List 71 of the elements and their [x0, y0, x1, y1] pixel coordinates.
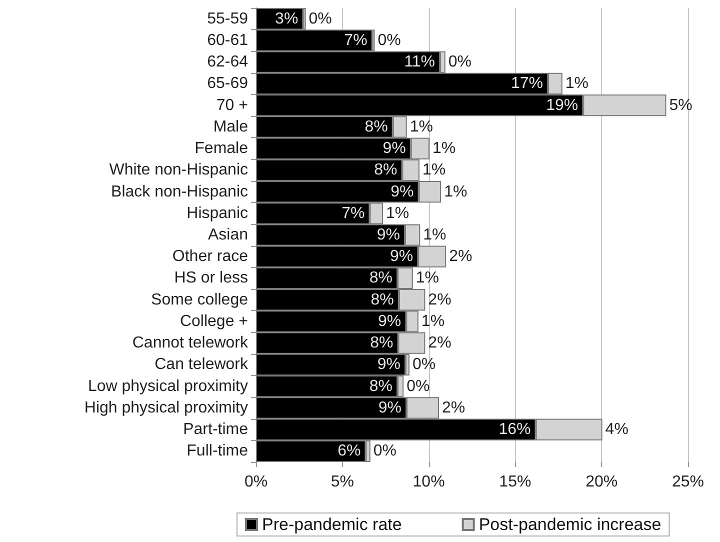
y-tick-label: 55-59 [207, 10, 248, 28]
data-label: 0% [378, 32, 401, 49]
data-label: 11% [404, 54, 436, 71]
y-tick-label: Hispanic [186, 204, 248, 222]
x-tick-label: 20% [586, 474, 618, 490]
data-label: 0% [412, 356, 436, 374]
data-label: 9% [378, 399, 402, 416]
data-label: 8% [364, 118, 388, 136]
data-label: 4% [605, 421, 628, 438]
x-tick-label: 15% [499, 474, 532, 490]
y-tick-label: 70 + [216, 96, 248, 114]
x-tick-label: 5% [330, 474, 354, 490]
data-label: 5% [669, 96, 692, 114]
data-label: 9% [382, 140, 406, 158]
data-label: 6% [338, 442, 361, 460]
y-tick-label: Female [194, 140, 248, 158]
data-label: 7% [342, 204, 365, 222]
y-tick-label: 62-64 [207, 54, 248, 71]
y-tick-label: Male [213, 118, 248, 136]
data-label: 1% [423, 226, 446, 244]
data-label: 1% [565, 75, 588, 92]
data-label: 9% [376, 226, 400, 244]
data-label: 1% [386, 204, 410, 222]
x-tick-label: 25% [672, 474, 704, 490]
data-label: 0% [406, 378, 430, 395]
data-label: 2% [442, 399, 466, 416]
legend-label: Post-pandemic increase [478, 515, 662, 534]
data-label: 8% [369, 378, 393, 395]
y-tick-label: Part-time [183, 421, 248, 438]
y-tick-label: White non-Hispanic [109, 162, 248, 179]
y-tick-label: College + [180, 312, 248, 330]
data-label: 0% [373, 442, 397, 460]
y-tick-label: Some college [151, 291, 248, 308]
y-tick-label: Black non-Hispanic [111, 183, 248, 200]
data-label: 1% [422, 162, 446, 179]
y-tick-label: 65-69 [207, 75, 248, 92]
data-label: 2% [428, 291, 452, 308]
data-label: 19% [546, 96, 578, 114]
y-tick-label: HS or less [174, 270, 248, 287]
x-tick-label: 10% [412, 474, 445, 490]
data-label: 8% [374, 162, 398, 179]
data-label: 9% [377, 356, 400, 374]
data-label: 0% [308, 10, 332, 28]
data-label: 16% [498, 421, 531, 438]
data-label: 17% [511, 75, 544, 92]
data-label: 8% [370, 334, 394, 352]
y-tick-label: Low physical proximity [88, 378, 248, 395]
y-tick-label: Can telework [154, 356, 249, 374]
y-tick-label: High physical proximity [84, 399, 248, 416]
data-label: 2% [449, 248, 472, 266]
x-tick-label: 0% [244, 474, 268, 490]
y-tick-label: Full-time [186, 442, 248, 460]
y-tick-label: Other race [172, 248, 248, 266]
data-label: 7% [344, 32, 368, 49]
y-tick-label: 60-61 [207, 32, 248, 49]
data-label: 2% [428, 334, 452, 352]
data-label: 1% [421, 312, 445, 330]
y-tick-label: Asian [208, 226, 248, 244]
data-label: 9% [390, 183, 414, 200]
data-label: 9% [378, 312, 402, 330]
y-tick-label: Cannot telework [132, 334, 249, 352]
data-label: 3% [275, 10, 298, 28]
data-label: 0% [448, 54, 472, 71]
data-label: 9% [390, 248, 414, 266]
data-label: 1% [444, 183, 468, 200]
data-label: 8% [370, 291, 394, 308]
legend-label: Pre-pandemic rate [262, 515, 402, 534]
data-label: 1% [432, 140, 456, 158]
data-label: 1% [416, 270, 440, 287]
data-label: 1% [410, 118, 433, 136]
data-label: 8% [369, 270, 393, 287]
